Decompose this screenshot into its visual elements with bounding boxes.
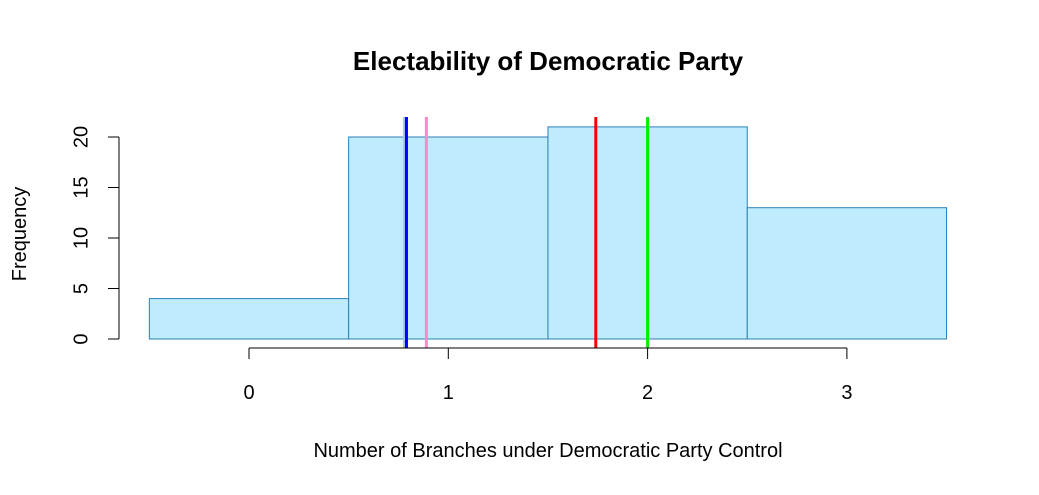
reference-lines-group [402,117,650,348]
y-tick-label: 10 [70,227,92,249]
histogram-bar [148,298,350,340]
y-axis: 0 5 10 15 20 [70,126,120,345]
bars-group [148,126,948,340]
x-tick-label: 2 [642,382,653,404]
y-tick-label: 20 [70,126,92,148]
y-tick-label: 5 [70,283,92,294]
x-tick-label: 3 [841,382,852,404]
histogram-bar [348,136,549,340]
y-tick-label: 0 [70,333,92,344]
x-axis: 0 1 2 3 [243,347,852,404]
x-tick-label: 1 [443,382,454,404]
y-tick-label: 15 [70,176,92,198]
x-tick-label: 0 [243,382,254,404]
chart-title: Electability of Democratic Party [353,46,744,76]
histogram-bar [746,207,948,340]
x-axis-label: Number of Branches under Democratic Part… [313,440,782,462]
y-axis-label: Frequency [9,187,31,282]
